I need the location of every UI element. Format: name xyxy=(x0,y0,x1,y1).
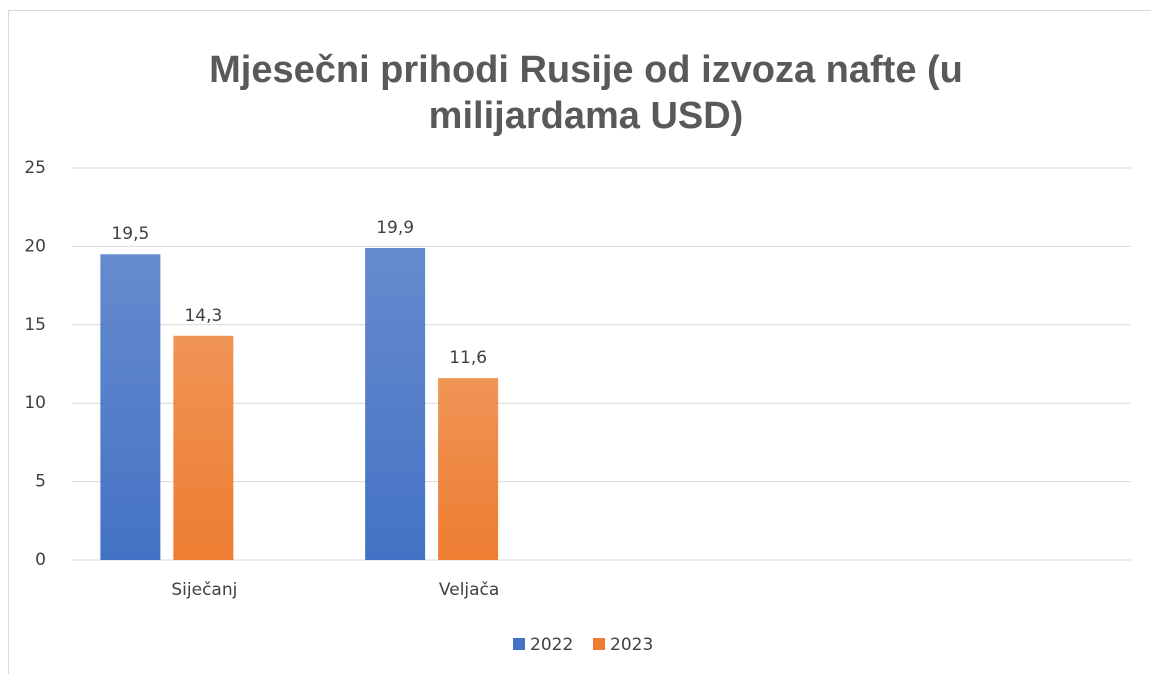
bar xyxy=(365,247,426,560)
bar xyxy=(173,335,234,560)
data-label: 11,6 xyxy=(449,348,487,368)
y-tick-label: 15 xyxy=(24,315,46,335)
x-tick-label: Siječanj xyxy=(171,580,237,600)
chart-title: Mjesečni prihodi Rusije od izvoza nafte … xyxy=(209,49,963,91)
y-tick-label: 25 xyxy=(24,158,46,178)
legend-label: 2022 xyxy=(530,635,573,655)
legend-swatch xyxy=(593,638,605,650)
data-label: 19,9 xyxy=(376,218,414,238)
y-tick-label: 5 xyxy=(35,472,46,492)
legend-label: 2023 xyxy=(610,635,653,655)
x-tick-label: Veljača xyxy=(439,580,499,600)
legend-swatch xyxy=(513,638,525,650)
y-tick-label: 20 xyxy=(24,236,46,256)
y-tick-label: 0 xyxy=(35,550,46,570)
y-tick-label: 10 xyxy=(24,393,46,413)
bar xyxy=(438,378,499,560)
data-label: 14,3 xyxy=(184,306,222,326)
chart-title: milijardama USD) xyxy=(429,95,744,137)
data-label: 19,5 xyxy=(111,224,149,244)
bar xyxy=(100,254,161,561)
